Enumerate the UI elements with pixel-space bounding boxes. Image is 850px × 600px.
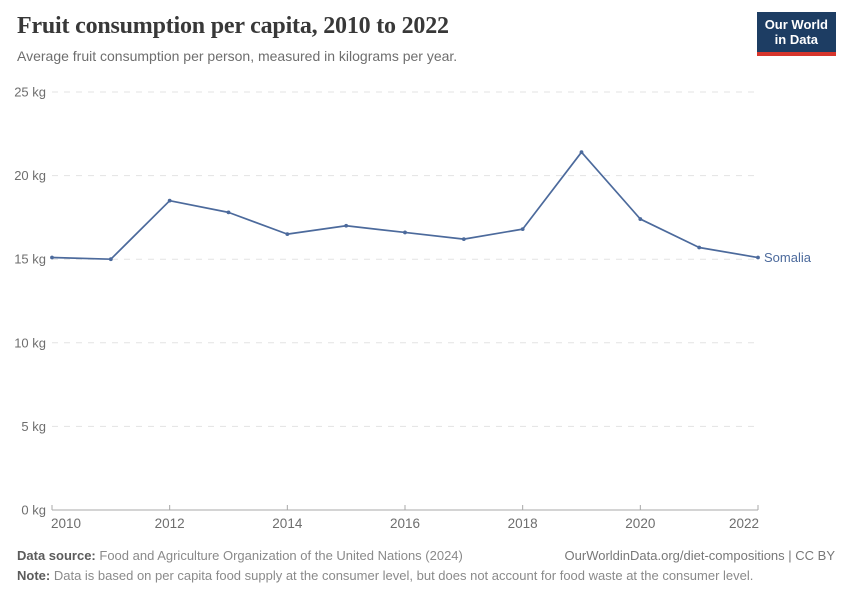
- y-axis-tick-label: 15 kg: [14, 252, 46, 267]
- y-axis-tick-label: 25 kg: [14, 85, 46, 100]
- y-axis-tick-label: 5 kg: [21, 419, 46, 434]
- data-point: [697, 245, 702, 250]
- data-point: [638, 217, 643, 221]
- data-point: [50, 255, 54, 260]
- data-point: [108, 257, 113, 262]
- series-end-label: Somalia: [764, 250, 812, 265]
- y-axis-tick-label: 0 kg: [21, 503, 46, 518]
- data-point: [756, 255, 760, 260]
- note-text: Data is based on per capita food supply …: [53, 568, 754, 583]
- data-source: Data source: Food and Agriculture Organi…: [17, 546, 463, 566]
- x-axis-tick-label: 2020: [625, 516, 655, 531]
- owid-logo-line2: in Data: [774, 32, 819, 47]
- data-source-label: Data source:: [17, 548, 96, 563]
- owid-citation-link[interactable]: OurWorldinData.org/diet-compositions | C…: [564, 548, 835, 563]
- data-point: [344, 223, 349, 228]
- data-point: [403, 230, 407, 235]
- owid-logo: Our World in Data: [756, 12, 836, 56]
- data-point: [226, 210, 231, 215]
- x-axis-tick-label: 2010: [51, 516, 81, 531]
- y-axis-tick-label: 20 kg: [14, 168, 46, 183]
- data-point: [520, 227, 525, 232]
- x-axis-tick-label: 2018: [508, 516, 538, 531]
- footer-note-row: Note: Data is based on per capita food s…: [17, 566, 835, 586]
- data-point: [579, 150, 584, 155]
- owid-logo-line1: Our World: [764, 17, 828, 32]
- y-axis-tick-label: 10 kg: [14, 335, 46, 350]
- x-axis-tick-label: 2022: [729, 516, 759, 531]
- x-axis-tick-label: 2012: [155, 516, 185, 531]
- chart-subtitle: Average fruit consumption per person, me…: [17, 48, 458, 64]
- data-point: [167, 198, 172, 203]
- data-point: [461, 237, 466, 242]
- data-source-text: Food and Agriculture Organization of the…: [99, 548, 463, 563]
- x-axis-tick-label: 2014: [272, 516, 303, 531]
- chart-footer: Data source: Food and Agriculture Organi…: [17, 546, 835, 586]
- page-title: Fruit consumption per capita, 2010 to 20…: [17, 13, 449, 39]
- series-line-somalia: [51, 151, 759, 261]
- data-point: [285, 232, 290, 237]
- x-axis-tick-label: 2016: [390, 516, 420, 531]
- note-label: Note:: [17, 568, 51, 583]
- footer-source-row: Data source: Food and Agriculture Organi…: [17, 546, 835, 566]
